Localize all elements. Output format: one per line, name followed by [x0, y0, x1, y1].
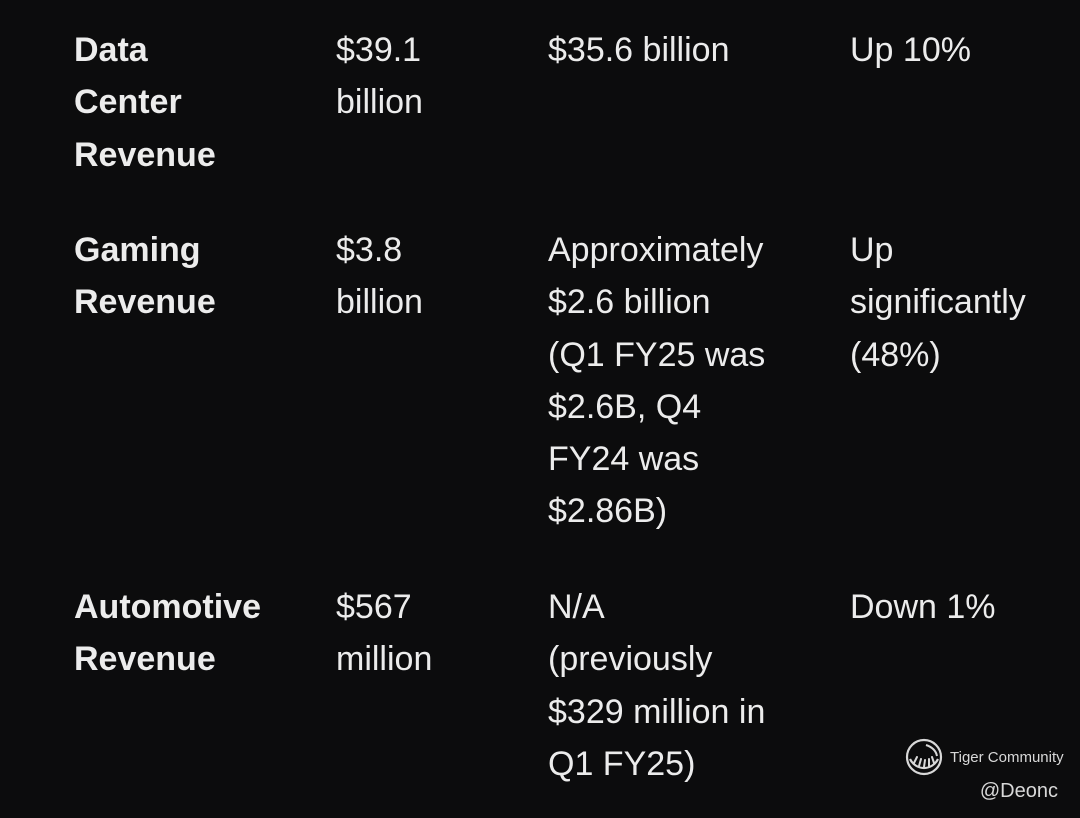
- tiger-stripe-logo-icon: [905, 738, 943, 776]
- current-value-cell: $3.8 billion: [336, 231, 423, 322]
- current-value-cell: $567 million: [336, 588, 433, 679]
- change-cell: Up significantly (48%): [850, 231, 1026, 374]
- tiger-community-watermark: Tiger Community: [904, 737, 1074, 777]
- watermark-brand: Tiger Community: [950, 749, 1064, 766]
- previous-value-cell: N/A (previously $329 million in Q1 FY25): [548, 588, 766, 783]
- previous-value-cell: $35.6 billion: [548, 31, 730, 69]
- change-cell: Down 1%: [850, 588, 996, 626]
- previous-value-cell: Approximately $2.6 billion (Q1 FY25 was …: [548, 231, 766, 531]
- watermark-handle: @Deonc: [979, 780, 1058, 802]
- change-cell: Up 10%: [850, 31, 971, 69]
- metric-cell: Data Center Revenue: [74, 31, 216, 174]
- metric-cell: Gaming Revenue: [74, 231, 216, 322]
- current-value-cell: $39.1 billion: [336, 31, 423, 122]
- metric-cell: Automotive Revenue: [74, 588, 261, 679]
